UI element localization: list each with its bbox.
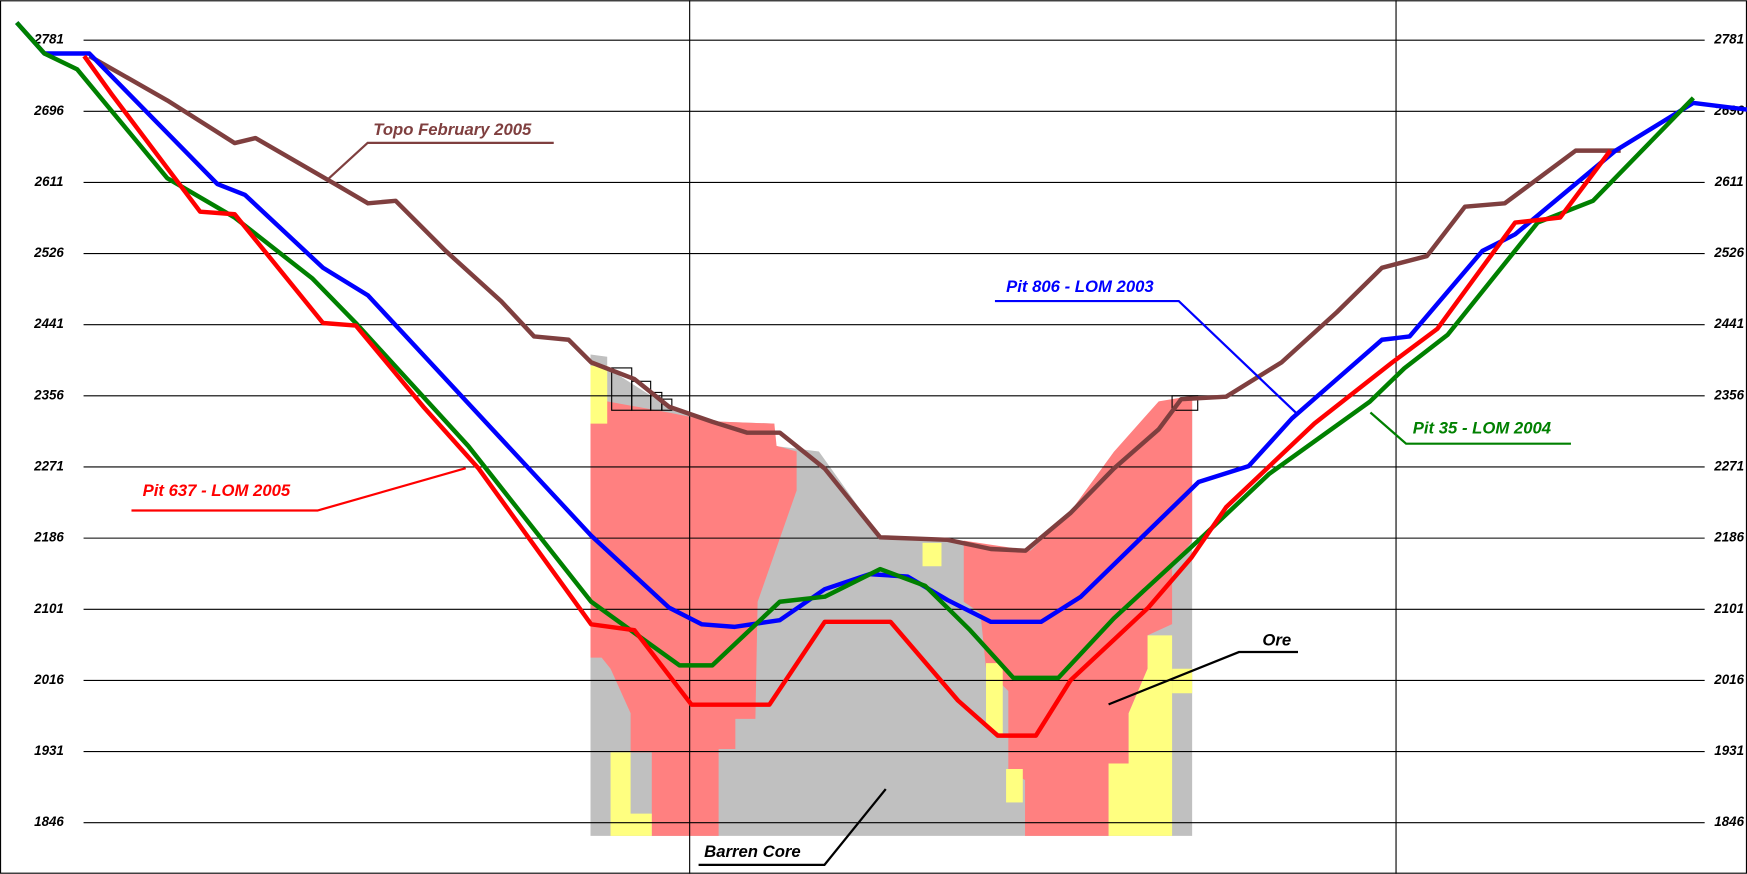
series-line [88,54,1621,553]
y2-tick-label: 2271 [1713,459,1744,474]
callout [994,299,1299,416]
callout [131,467,467,512]
y2-tick-label: 2356 [1713,387,1744,402]
y-tick-label: 2781 [33,32,64,47]
annotation: Barren Core [704,842,801,861]
y-tick-label: 2696 [33,103,64,118]
y2-tick-label: 2781 [1713,32,1744,47]
y2-tick-label: 2016 [1713,672,1744,687]
y-tick-label: 2356 [33,387,64,402]
y2-tick-label: 2526 [1713,245,1744,260]
y2-tick-label: 1931 [1714,743,1744,758]
y-tick-label: 2441 [33,316,64,331]
y2-tick-label: 1846 [1714,814,1744,829]
y-tick-label: 1846 [34,814,64,829]
annotation: Pit 637 - LOM 2005 [143,481,291,500]
series-line [15,21,1695,681]
y-tick-label: 2101 [33,601,64,616]
callout [698,788,887,866]
annotation: Pit 35 - LOM 2004 [1413,419,1551,438]
y-tick-label: 2186 [33,530,64,545]
y-tick-label: 1931 [34,743,64,758]
callout [327,141,554,180]
lines [15,21,1747,738]
y2-tick-label: 2611 [1714,174,1744,189]
annotation: Ore [1262,630,1291,649]
series-line [15,21,1747,630]
y-tick-label: 2526 [33,245,64,260]
y-tick-label: 2271 [33,459,64,474]
callout [1108,650,1298,706]
annotation: Pit 806 - LOM 2003 [1006,277,1154,296]
geology [590,354,1199,836]
grid: 1846 1846 1931 1931 2016 2016 2101 2101 2186 2186… [33,32,1744,830]
y-tick-label: 2016 [33,672,64,687]
series-line [82,54,1613,738]
annotations: Topo February 2005 Pit 806 - LOM 2003 Pi… [131,120,1571,866]
y2-tick-label: 2441 [1713,316,1744,331]
y2-tick-label: 2186 [1713,530,1744,545]
y-tick-label: 2611 [34,174,64,189]
y2-tick-label: 2101 [1713,601,1744,616]
annotation: Topo February 2005 [373,120,532,139]
callout [1369,411,1571,445]
